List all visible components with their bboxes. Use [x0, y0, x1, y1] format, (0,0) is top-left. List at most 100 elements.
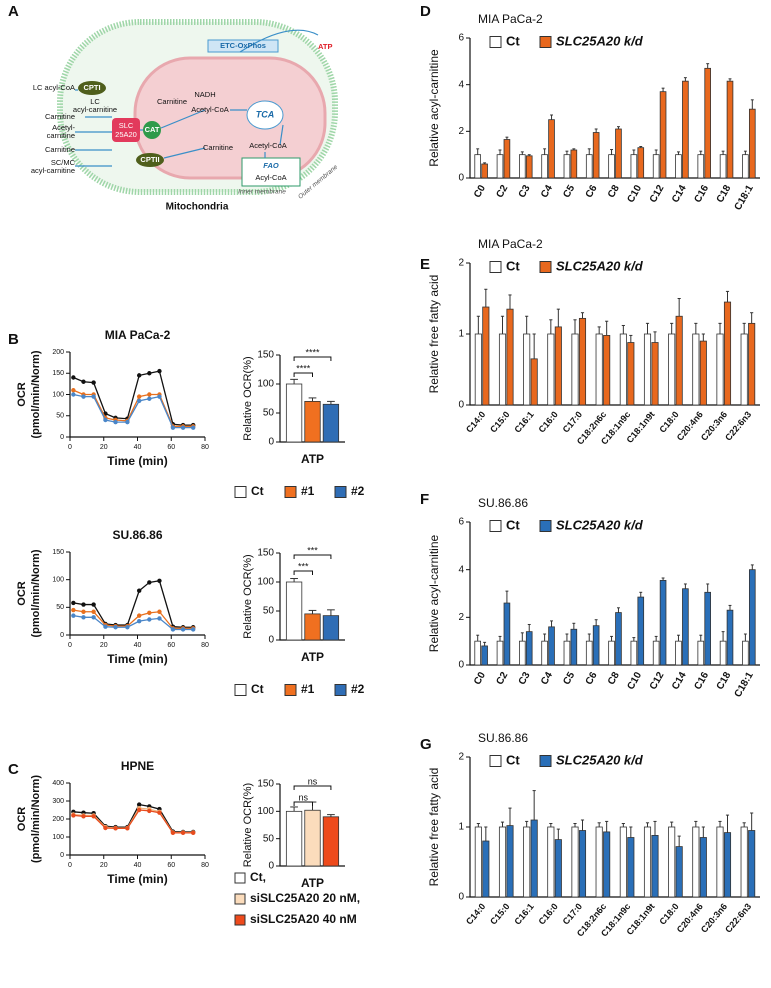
- x-tick-label: C8: [606, 670, 622, 687]
- diagram-label: Acetyl-CoA: [191, 105, 229, 114]
- bar: [548, 626, 555, 666]
- point: [180, 627, 186, 632]
- x-axis-label: ATP: [301, 876, 324, 890]
- bar: [519, 154, 526, 179]
- bar: [643, 333, 652, 406]
- diagram-label: Mitochondria: [166, 202, 229, 213]
- x-axis-label: Time (min): [107, 872, 167, 886]
- x-tick-label: C16:0: [537, 409, 560, 434]
- bar: [554, 326, 562, 406]
- point: [136, 807, 142, 813]
- x-tick-label: C22:6n3: [723, 409, 753, 442]
- bar: [619, 333, 627, 406]
- point: [147, 396, 152, 401]
- bar: [474, 826, 482, 898]
- point: [103, 624, 108, 629]
- significance: ns: [308, 776, 318, 786]
- x-tick-label: 60: [167, 444, 175, 451]
- legend-label: siSLC25A20 20 nM,: [250, 891, 360, 905]
- legend-swatch: [489, 261, 502, 273]
- point: [81, 615, 86, 620]
- y-tick-label: 0: [458, 660, 464, 671]
- bar: [692, 333, 700, 406]
- x-tick-label: C5: [561, 183, 577, 200]
- point: [180, 425, 186, 430]
- point: [125, 625, 130, 630]
- diagram-label: LC: [90, 97, 100, 106]
- diagram-label: SC/MC: [51, 158, 76, 167]
- y-tick-label: 100: [257, 577, 274, 588]
- bar: [619, 826, 627, 898]
- y-axis-label: OCR: [16, 581, 28, 606]
- bar: [615, 128, 622, 179]
- bar: [675, 315, 683, 406]
- legend-label: Ct,: [250, 870, 266, 884]
- legend-label: #1: [301, 484, 315, 498]
- x-tick-label: C12: [648, 183, 667, 205]
- bar: [285, 810, 303, 867]
- y-axis-label: Relative free fatty acid: [427, 768, 441, 887]
- point: [157, 810, 162, 815]
- chart-title: MIA PaCa-2: [478, 237, 543, 251]
- x-tick-label: C15:0: [488, 901, 511, 926]
- bar: [726, 609, 734, 666]
- legend-label: Ct: [506, 33, 520, 48]
- diagram-label: Carnitine: [203, 143, 233, 152]
- bar: [482, 306, 490, 406]
- y-tick-label: 6: [458, 517, 464, 528]
- x-tick-label: C2: [494, 183, 510, 200]
- bar: [719, 154, 727, 179]
- y-axis-label: Relative OCR(%): [242, 356, 254, 440]
- y-tick-label: 150: [52, 549, 64, 556]
- diagram-label: TCA: [256, 109, 275, 119]
- y-tick-label: 0: [268, 635, 274, 646]
- bar: [699, 837, 707, 898]
- y-tick-label: 200: [52, 816, 64, 823]
- diagram-label: Carnitine: [157, 97, 187, 106]
- point: [170, 425, 176, 430]
- x-tick-label: 80: [201, 862, 209, 869]
- y-tick-label: 0: [60, 852, 64, 859]
- bar: [523, 333, 531, 406]
- point: [71, 600, 76, 606]
- bar: [530, 358, 538, 406]
- bar: [525, 155, 533, 179]
- diagram-label: acyl-carnitine: [73, 105, 117, 114]
- legend-swatch: [539, 261, 552, 273]
- point: [71, 392, 76, 397]
- y-tick-label: 300: [52, 798, 64, 805]
- bar: [496, 640, 504, 666]
- bar: [615, 612, 622, 666]
- y-tick-label: 50: [56, 413, 64, 420]
- point: [71, 375, 76, 380]
- y-tick-label: 2: [458, 752, 464, 763]
- legend-swatch: [234, 893, 246, 905]
- legend-label: Ct: [251, 484, 264, 498]
- x-axis-label: Time (min): [107, 454, 167, 468]
- legend-label: #2: [351, 484, 365, 498]
- point: [136, 613, 142, 618]
- point: [190, 830, 196, 836]
- cpt1: [78, 81, 106, 95]
- x-tick-label: C14:0: [464, 901, 487, 926]
- bar: [675, 640, 682, 666]
- bar: [541, 640, 548, 666]
- point: [147, 610, 152, 616]
- bar: [285, 581, 303, 641]
- diagram-label: 25A20: [115, 130, 137, 139]
- x-tick-label: C18: [715, 670, 734, 692]
- x-tick-label: C4: [539, 670, 555, 687]
- bar: [585, 640, 593, 666]
- bar: [682, 80, 689, 179]
- point: [71, 607, 76, 613]
- y-tick-label: 150: [257, 779, 274, 790]
- y-tick-label: 0: [268, 861, 274, 872]
- y-axis-label: (pmol/min/Norm): [30, 350, 42, 438]
- chart-title: SU.86.86: [478, 496, 528, 510]
- bar: [530, 819, 538, 898]
- point: [113, 419, 118, 425]
- bar: [481, 163, 488, 179]
- y-tick-label: 100: [52, 391, 64, 398]
- point: [190, 627, 196, 632]
